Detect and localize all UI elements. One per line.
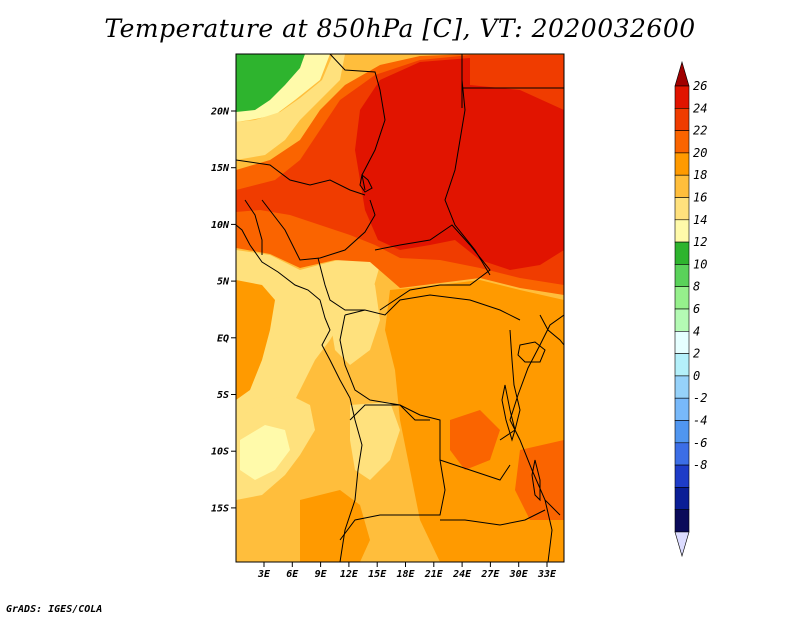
colorbar-label: -2 [693,391,707,405]
colorbar-swatch [674,330,690,354]
lat-label: 5N [217,277,230,288]
border-east-africa [539,314,564,346]
field-band-10-12-nw [236,54,305,112]
colorbar-label: -4 [693,414,707,428]
latitude-axis: 20N 15N 10N 5N EQ 5S 10S 15S [210,107,236,514]
lat-label: 20N [210,107,230,118]
colorbar-swatch [674,420,690,444]
colorbar-swatch [674,353,690,377]
border-niger-chad [329,54,386,191]
colorbar-label: 10 [693,257,707,271]
lat-label: EQ [217,333,229,344]
lake-victoria [517,341,546,363]
colorbar-swatch [674,241,690,265]
field-band-20-22-west [236,280,275,400]
border-drc-north [344,294,521,321]
coastline-east [509,314,564,516]
colorbar-swatch [674,130,690,154]
lon-label: 30E [509,569,529,580]
border-cameroon [317,257,365,311]
colorbar-label: 18 [693,168,707,182]
colorbar-label: 24 [693,101,707,115]
colorbar-label: 22 [693,124,707,138]
border-zambia-south [440,509,546,526]
colorbar-label: -8 [693,458,707,472]
colorbar-swatch [674,286,690,310]
colorbar-label: 2 [693,347,700,361]
lat-label: 10N [211,220,230,231]
lon-label: 3E [257,569,271,580]
lake-tanganyika [501,384,516,442]
colorbar-top-triangle [674,60,690,87]
field-band-22-24-east [450,410,500,470]
colorbar-swatch [674,85,690,109]
colorbar-swatch [674,375,690,399]
colorbar-swatch [674,487,690,510]
border-drc-west [339,314,430,421]
map-frame [235,53,565,563]
colorbar-swatch [674,197,690,221]
colorbar-label: 12 [693,235,707,249]
field-band-over-26-chad-sudan [355,58,564,270]
border-chad-sudan [444,79,491,276]
coastline-west [236,224,363,562]
field-band-14-16-sw [240,425,290,480]
colorbar-swatch [674,108,690,131]
lon-label: 6E [286,569,299,580]
lon-label: 18E [396,569,415,580]
lat-label: 15S [211,503,229,514]
colorbar-label: 16 [693,191,707,205]
border-angola [339,404,446,541]
colorbar-label: 14 [693,213,707,227]
lon-label: 33E [537,569,557,580]
lake-chad [359,174,373,193]
colorbar-label: 20 [693,146,707,160]
lon-label: 27E [480,569,500,580]
lon-label: 21E [424,569,444,580]
colorbar-label: 26 [693,79,707,93]
colorbar-label: 6 [693,302,700,316]
field-band-16-18-angola [350,402,400,480]
lake-malawi [531,459,541,502]
colorbar-swatch [674,397,690,421]
lat-label: 10S [211,447,229,458]
lon-label: 9E [315,569,328,580]
colorbar-bottom-triangle [674,531,690,558]
colorbar-swatch [674,152,690,176]
border-sahel [236,159,366,196]
lat-label: 15N [211,163,230,174]
border-mozambique [544,499,553,562]
longitude-axis: 3E 6E 9E 12E 15E 18E 21E 24E 27E 30E 33E [257,562,557,580]
colorbar-label: -6 [693,436,707,450]
lon-label: 15E [368,569,387,580]
border-nigeria [261,199,376,261]
border-east-lakes [499,329,521,441]
footer-credit: GrADS: IGES/COLA [6,604,103,615]
colorbar-swatch [674,308,690,332]
border-west-interior [244,199,263,255]
temperature-field [236,54,564,562]
colorbar-swatch [674,264,690,287]
border-car [374,224,491,311]
chart-title: Temperature at 850hPa [C], VT: 202003260… [104,14,696,43]
colorbar-swatch [674,442,690,466]
field-band-16-18-nw [236,54,345,160]
lon-label: 12E [340,569,359,580]
colorbar-swatch [674,219,690,243]
colorbar-swatch [674,174,690,198]
lon-label: 24E [452,569,472,580]
lat-label: 5S [217,390,229,401]
country-borders [236,54,564,562]
border-drc-zambia [439,459,511,481]
colorbar-swatch [674,464,690,488]
colorbar-swatch [674,509,690,533]
colorbar-label: 4 [693,324,700,338]
colorbar-label: 8 [693,280,700,294]
colorbar-label: 0 [693,369,700,383]
